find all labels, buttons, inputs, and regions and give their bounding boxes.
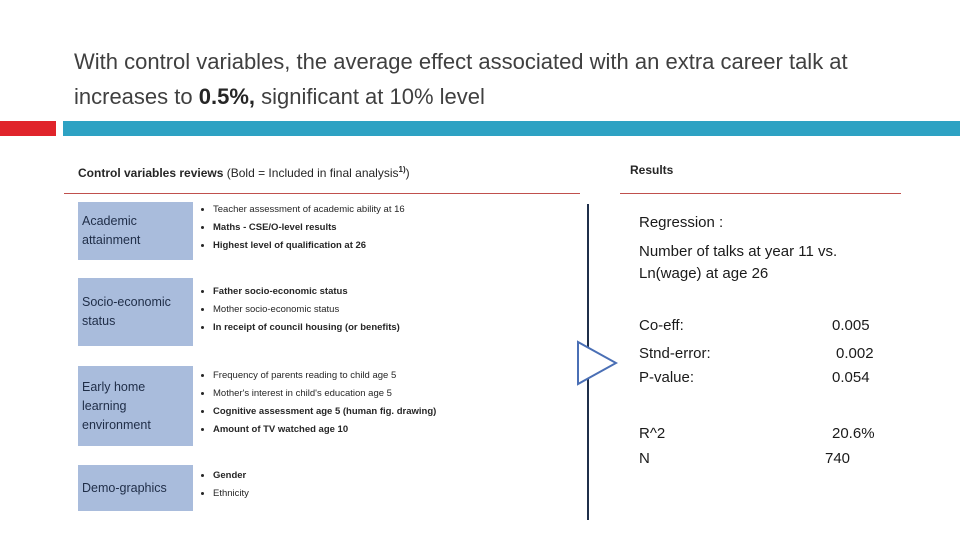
regression-label: Regression : xyxy=(639,214,724,231)
heading-footnote-mark: 1) xyxy=(398,165,406,174)
list-item: Mother's interest in child's education a… xyxy=(213,385,436,403)
list-item: Mother socio-economic status xyxy=(213,301,400,319)
title-text-end: significant at 10% level xyxy=(255,84,485,109)
stat-label-coeff: Co-eff: xyxy=(639,317,684,334)
list-item: Maths - CSE/O-level results xyxy=(213,219,405,237)
category-early-home-learning: Early home learning environment xyxy=(78,366,193,446)
title-text: With control variables, the average effe… xyxy=(74,49,848,109)
stat-label-n: N xyxy=(639,450,650,467)
stat-value-r2: 20.6% xyxy=(832,425,875,442)
stat-value-coeff: 0.005 xyxy=(832,317,870,334)
right-divider xyxy=(620,193,901,194)
stat-label-stnd-error: Stnd-error: xyxy=(639,345,711,362)
title-highlight: 0.5%, xyxy=(198,84,255,109)
control-variables-heading: Control variables reviews (Bold = Includ… xyxy=(78,165,410,180)
accent-bar-red xyxy=(0,121,56,136)
arrow-right-icon xyxy=(577,340,618,386)
slide-title: With control variables, the average effe… xyxy=(74,44,934,114)
list-item: Gender xyxy=(213,467,249,485)
heading-bold: Control variables reviews xyxy=(78,166,224,180)
list-item: In receipt of council housing (or benefi… xyxy=(213,319,400,337)
list-item: Amount of TV watched age 10 xyxy=(213,421,436,439)
regression-description-line1: Number of talks at year 11 vs. xyxy=(639,243,838,260)
academic-attainment-items: Teacher assessment of academic ability a… xyxy=(197,201,405,255)
list-item: Teacher assessment of academic ability a… xyxy=(213,201,405,219)
category-socio-economic-status: Socio-economic status xyxy=(78,278,193,346)
stat-value-n: 740 xyxy=(825,450,851,467)
list-item: Highest level of qualification at 26 xyxy=(213,237,405,255)
left-divider xyxy=(64,193,580,194)
early-home-learning-items: Frequency of parents reading to child ag… xyxy=(197,367,436,439)
regression-description-line2: Ln(wage) at age 26 xyxy=(639,265,769,282)
results-heading: Results xyxy=(630,163,674,177)
heading-close: ) xyxy=(405,166,410,180)
list-item: Ethnicity xyxy=(213,485,249,503)
stat-label-p-value: P-value: xyxy=(639,369,695,386)
stat-label-r2: R^2 xyxy=(639,425,666,442)
stat-value-stnd-error: 0.002 xyxy=(836,345,874,362)
socio-economic-items: Father socio-economic status Mother soci… xyxy=(197,283,400,337)
accent-bar-blue xyxy=(63,121,960,136)
demographics-items: Gender Ethnicity xyxy=(197,467,249,503)
category-demographics: Demo-graphics xyxy=(78,465,193,511)
list-item: Frequency of parents reading to child ag… xyxy=(213,367,436,385)
list-item: Father socio-economic status xyxy=(213,283,400,301)
category-academic-attainment: Academic attainment xyxy=(78,202,193,260)
stat-value-p-value: 0.054 xyxy=(832,369,870,386)
list-item: Cognitive assessment age 5 (human fig. d… xyxy=(213,403,436,421)
heading-note: (Bold = Included in final analysis xyxy=(223,166,399,180)
